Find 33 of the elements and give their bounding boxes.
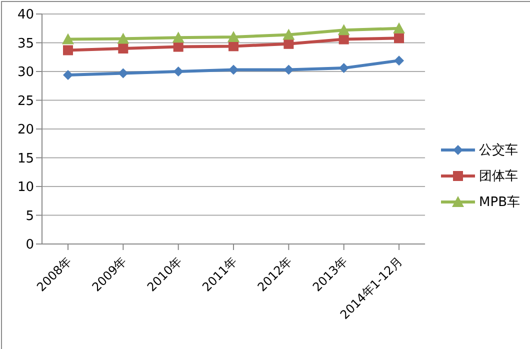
legend-label: MPB车 [479,194,520,210]
y-tick-label: 20 [17,122,34,138]
y-tick-label: 30 [17,65,34,80]
point [394,33,404,44]
y-tick-label: 40 [17,8,34,23]
point [118,44,128,54]
legend-label: 团体车 [479,168,518,184]
point [173,42,184,52]
y-tick-label: 35 [17,36,34,52]
point [338,24,350,36]
point [117,32,130,44]
y-tick-label: 15 [17,151,34,166]
point [118,68,128,78]
point [172,32,184,43]
point [63,45,73,56]
point [338,34,349,44]
point [393,22,406,34]
y-tick-label: 25 [17,94,34,109]
point [173,66,184,76]
point [228,64,239,75]
point [63,70,73,80]
point [62,33,74,44]
point [284,64,294,75]
point [228,41,239,52]
point [284,38,294,49]
y-tick-label: 5 [26,208,34,224]
point [338,63,349,74]
point [282,28,295,40]
y-tick-label: 0 [26,238,34,253]
point [394,56,404,66]
legend-label: 公交车 [479,142,518,158]
y-tick-label: 10 [17,180,34,196]
point [228,31,240,42]
